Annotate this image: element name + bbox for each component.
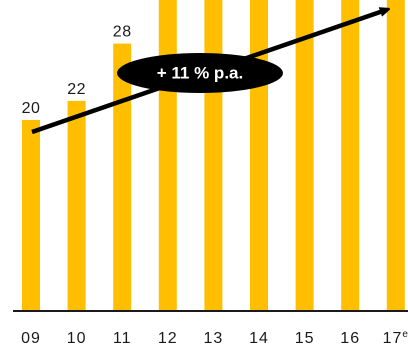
x-tick-label-10: 10 — [67, 330, 87, 347]
bars-layer — [22, 0, 405, 312]
value-label-09: 20 — [22, 100, 41, 117]
value-labels-layer: 2022283336343544 — [22, 24, 132, 117]
x-tick-label-15: 15 — [295, 330, 315, 347]
bar-09 — [22, 120, 40, 311]
bar-16 — [341, 0, 360, 312]
x-tick-label-14: 14 — [249, 330, 269, 347]
x-tick-label-12: 12 — [158, 330, 178, 347]
value-label-10: 22 — [67, 81, 86, 98]
bar-17 — [386, 0, 405, 311]
growth-badge — [117, 53, 283, 93]
bar-10 — [67, 100, 86, 312]
value-label-11: 28 — [113, 24, 132, 41]
bar-15 — [295, 0, 314, 311]
growth-rate-label: + 11 % p.a. — [157, 64, 243, 83]
x-axis-ticks-layer: 09 10 11 12 13 14 15 16 17e — [21, 329, 408, 347]
bar-14 — [250, 0, 268, 312]
bar-11 — [113, 43, 132, 311]
x-tick-suffix-17: e — [402, 329, 408, 340]
x-tick-label-16: 16 — [340, 330, 360, 347]
bar-13 — [204, 0, 223, 311]
bar-12 — [158, 0, 177, 312]
x-tick-label-17: 17e — [383, 329, 408, 347]
x-tick-label-13: 13 — [204, 330, 224, 347]
x-tick-label-09: 09 — [21, 330, 41, 347]
growth-annotation: + 11 % p.a. — [31, 10, 386, 135]
x-tick-label-11: 11 — [113, 330, 132, 347]
